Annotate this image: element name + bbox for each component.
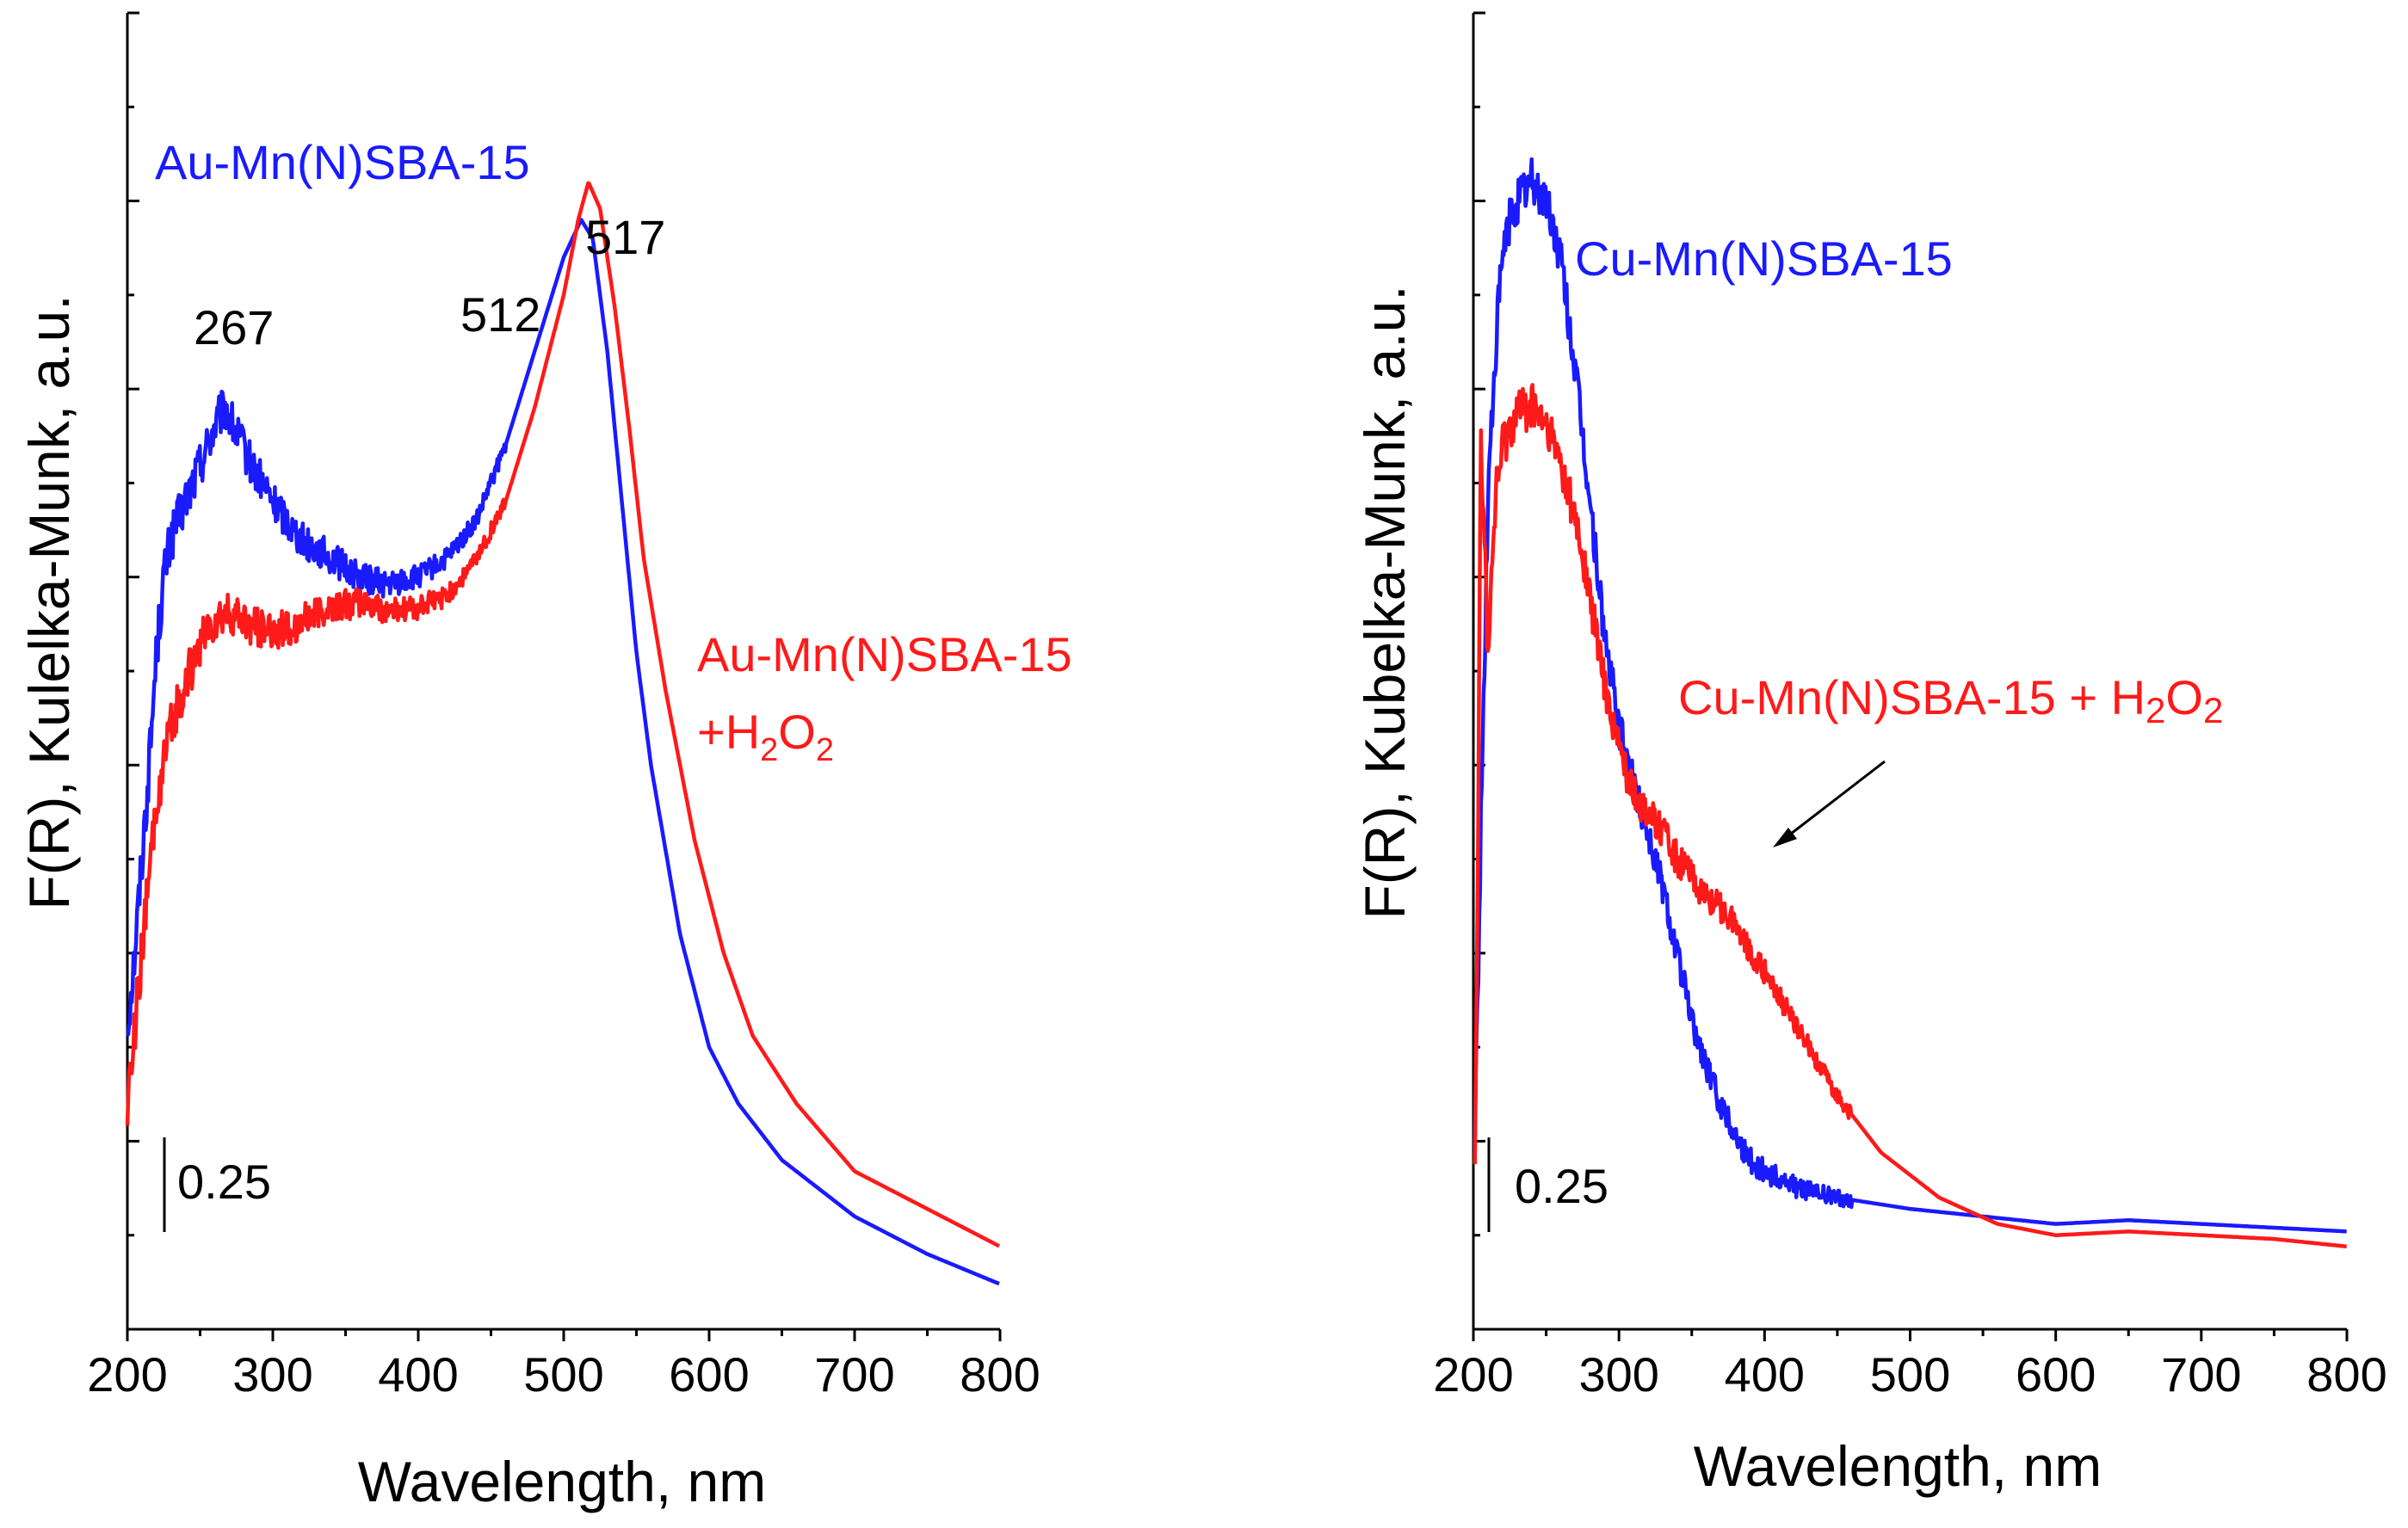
right-label-red-main: Cu-Mn(N)SBA-15 + H — [1678, 670, 2146, 724]
right-axes: 200 300 400 500 600 700 800 — [1433, 11, 2387, 1402]
left-scale-bar-label: 0.25 — [177, 1155, 271, 1209]
left-peak-267: 267 — [194, 300, 274, 354]
left-y-axis-label: F(R), Kulelka-Munk, a.u. — [17, 294, 81, 909]
right-x-axis-label: Wavelength, nm — [1694, 1434, 2102, 1498]
left-x-tick-label: 400 — [378, 1347, 458, 1402]
left-x-tick-label: 600 — [669, 1347, 749, 1402]
right-x-tick-label: 200 — [1433, 1347, 1513, 1402]
left-x-tick-label: 800 — [960, 1347, 1040, 1402]
left-x-tick-label: 300 — [232, 1347, 312, 1402]
right-series-group — [1473, 157, 2348, 1249]
left-label-red-plus: +H — [697, 705, 760, 759]
right-label-red-sub2: 2 — [2203, 690, 2223, 730]
left-x-tick-label: 500 — [523, 1347, 603, 1402]
right-x-tick-label: 500 — [1870, 1347, 1950, 1402]
right-x-tick-label: 700 — [2161, 1347, 2241, 1402]
right-label-red-sub1: 2 — [2146, 690, 2165, 730]
left-x-axis-label: Wavelength, nm — [358, 1450, 766, 1513]
left-x-tick-label: 200 — [87, 1347, 167, 1402]
right-x-tick-label: 600 — [2016, 1347, 2096, 1402]
left-axes: 200 300 400 500 600 700 800 — [87, 11, 1040, 1402]
left-peak-517: 517 — [585, 210, 665, 264]
left-label-red-o: O — [778, 705, 816, 759]
right-annotation-arrow-head — [1773, 828, 1797, 847]
left-label-blue: Au-Mn(N)SBA-15 — [155, 135, 530, 189]
left-label-red-line1: Au-Mn(N)SBA-15 — [697, 627, 1072, 681]
right-label-blue: Cu-Mn(N)SBA-15 — [1575, 231, 1953, 286]
left-peak-512: 512 — [460, 287, 540, 342]
left-series-line-blue — [126, 218, 1001, 1286]
right-y-axis-label: F(R), Kubelka-Munk, a.u. — [1353, 285, 1417, 919]
left-label-red-line2: +H2O2 — [697, 705, 834, 768]
left-series-group — [125, 181, 1001, 1286]
left-label-red-sub1: 2 — [760, 732, 778, 768]
right-x-tick-label: 300 — [1578, 1347, 1658, 1402]
left-x-tick-label: 700 — [814, 1347, 894, 1402]
right-x-tick-label: 800 — [2306, 1347, 2386, 1402]
right-chart-panel: 200 300 400 500 600 700 800 F(R), Kubelka-Munk… — [1353, 11, 2387, 1498]
right-series-line-red — [1473, 383, 2348, 1249]
right-scale-bar-label: 0.25 — [1515, 1159, 1608, 1213]
left-label-red-sub2: 2 — [816, 732, 834, 768]
right-label-red-o: O — [2165, 670, 2203, 724]
left-chart-panel: 200 300 400 500 600 700 800 F(R), Kulelka-Munk… — [17, 11, 1072, 1513]
right-annotation-arrow-shaft — [1782, 760, 1886, 841]
left-series-line-red — [125, 181, 1001, 1248]
right-label-red: Cu-Mn(N)SBA-15 + H2O2 — [1678, 670, 2223, 730]
right-x-tick-label: 400 — [1725, 1347, 1805, 1402]
